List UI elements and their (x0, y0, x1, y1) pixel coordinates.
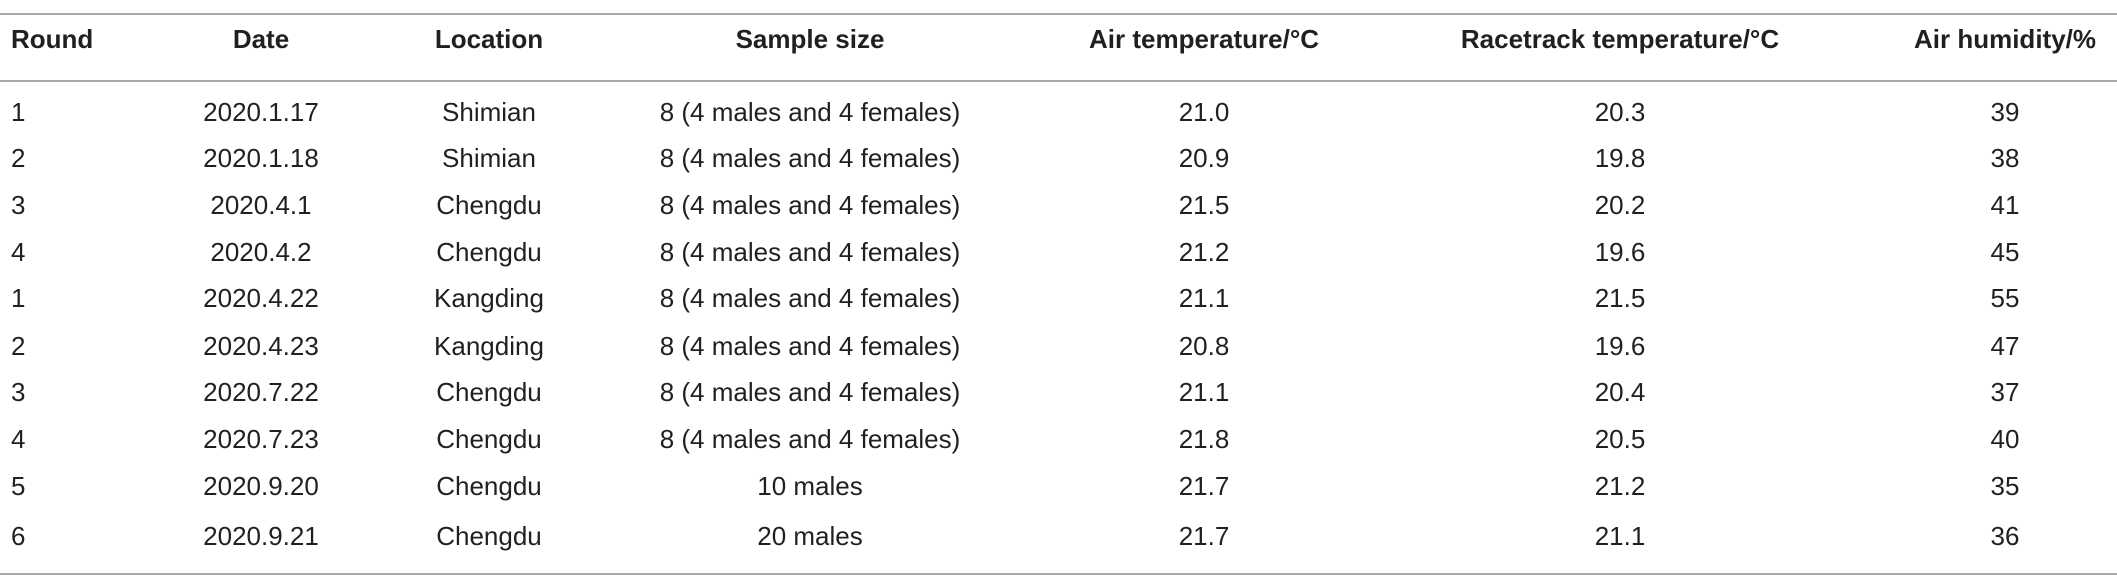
cell: Chengdu (436, 237, 542, 267)
cell: 21.2 (1179, 237, 1230, 267)
cell: 10 males (757, 471, 863, 501)
cell: 20 males (757, 521, 863, 551)
cell: 47 (1991, 331, 2020, 361)
cell: 39 (1991, 97, 2020, 127)
cell: 8 (4 males and 4 females) (660, 331, 961, 361)
cell: Kangding (434, 331, 544, 361)
cell: 2020.4.1 (210, 190, 311, 220)
cell: 2 (11, 331, 25, 361)
cell: 8 (4 males and 4 females) (660, 143, 961, 173)
cell: 21.0 (1179, 97, 1230, 127)
cell: 20.9 (1179, 143, 1230, 173)
cell: 2 (11, 143, 25, 173)
cell: 8 (4 males and 4 females) (660, 237, 961, 267)
cell: 21.5 (1179, 190, 1230, 220)
cell: 20.2 (1595, 190, 1646, 220)
header-cell: Round (11, 24, 93, 54)
cell: 2020.4.23 (203, 331, 319, 361)
cell: 2020.1.17 (203, 97, 319, 127)
cell: Chengdu (436, 521, 542, 551)
cell: 3 (11, 190, 25, 220)
cell: 21.5 (1595, 283, 1646, 313)
cell: 21.7 (1179, 471, 1230, 501)
cell: 1 (11, 283, 25, 313)
cell: Chengdu (436, 471, 542, 501)
cell: Kangding (434, 283, 544, 313)
header-cell: Air humidity/% (1914, 24, 2096, 54)
cell: 21.1 (1595, 521, 1646, 551)
cell: 2020.1.18 (203, 143, 319, 173)
cell: 40 (1991, 424, 2020, 454)
cell: 41 (1991, 190, 2020, 220)
cell: 37 (1991, 377, 2020, 407)
cell: 6 (11, 521, 25, 551)
cell: 21.8 (1179, 424, 1230, 454)
cell: 4 (11, 424, 25, 454)
cell: 2020.7.22 (203, 377, 319, 407)
cell: Shimian (442, 143, 536, 173)
cell: 2020.4.2 (210, 237, 311, 267)
cell: 20.5 (1595, 424, 1646, 454)
cell: 2020.9.20 (203, 471, 319, 501)
cell: 20.3 (1595, 97, 1646, 127)
cell: 8 (4 males and 4 females) (660, 190, 961, 220)
cell: 35 (1991, 471, 2020, 501)
cell: 45 (1991, 237, 2020, 267)
cell: 2020.9.21 (203, 521, 319, 551)
cell: Shimian (442, 97, 536, 127)
cell: 8 (4 males and 4 females) (660, 283, 961, 313)
cell: 19.6 (1595, 331, 1646, 361)
cell: 21.1 (1179, 283, 1230, 313)
cell: 8 (4 males and 4 females) (660, 377, 961, 407)
cell: 19.8 (1595, 143, 1646, 173)
cell: 2020.4.22 (203, 283, 319, 313)
header-cell: Racetrack temperature/°C (1461, 24, 1779, 54)
cell: Chengdu (436, 190, 542, 220)
cell: 21.2 (1595, 471, 1646, 501)
cell: 5 (11, 471, 25, 501)
cell: 38 (1991, 143, 2020, 173)
cell: 21.7 (1179, 521, 1230, 551)
header-cell: Date (233, 24, 289, 54)
cell: Chengdu (436, 424, 542, 454)
cell: 19.6 (1595, 237, 1646, 267)
cell: 55 (1991, 283, 2020, 313)
cell: 8 (4 males and 4 females) (660, 424, 961, 454)
cell: Chengdu (436, 377, 542, 407)
cell: 20.4 (1595, 377, 1646, 407)
cell: 4 (11, 237, 25, 267)
cell: 3 (11, 377, 25, 407)
cell: 36 (1991, 521, 2020, 551)
cell: 21.1 (1179, 377, 1230, 407)
header-cell: Location (435, 24, 543, 54)
cell: 1 (11, 97, 25, 127)
cell: 2020.7.23 (203, 424, 319, 454)
cell: 20.8 (1179, 331, 1230, 361)
header-cell: Air temperature/°C (1089, 24, 1319, 54)
cell: 8 (4 males and 4 females) (660, 97, 961, 127)
header-cell: Sample size (736, 24, 885, 54)
